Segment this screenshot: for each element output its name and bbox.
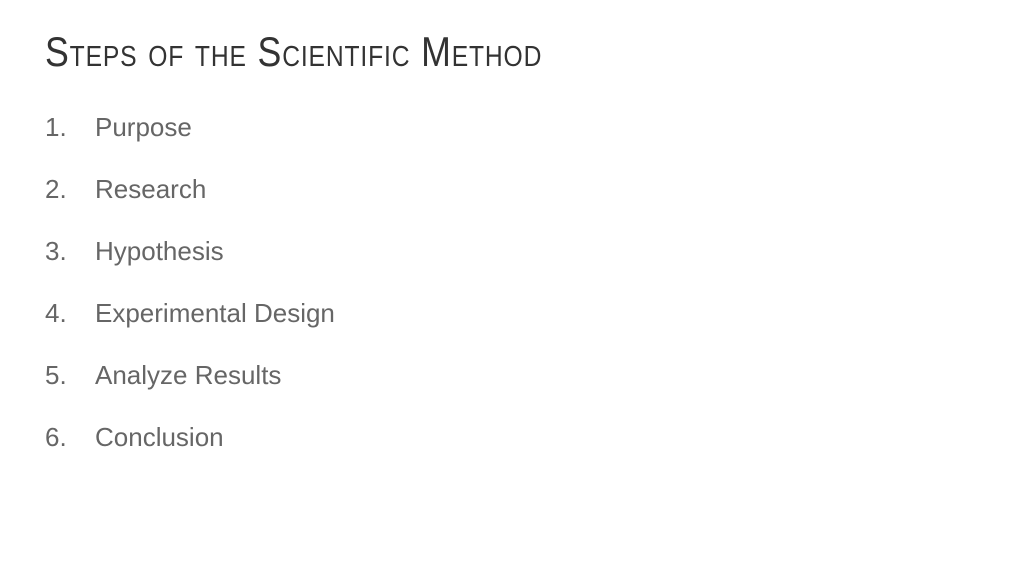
list-item: Analyze Results (45, 360, 979, 391)
list-item: Experimental Design (45, 298, 979, 329)
list-item: Purpose (45, 112, 979, 143)
list-item: Conclusion (45, 422, 979, 453)
slide-title: Steps of the Scientific Method (45, 28, 839, 76)
list-item: Hypothesis (45, 236, 979, 267)
steps-list: Purpose Research Hypothesis Experimental… (45, 112, 979, 453)
list-item: Research (45, 174, 979, 205)
